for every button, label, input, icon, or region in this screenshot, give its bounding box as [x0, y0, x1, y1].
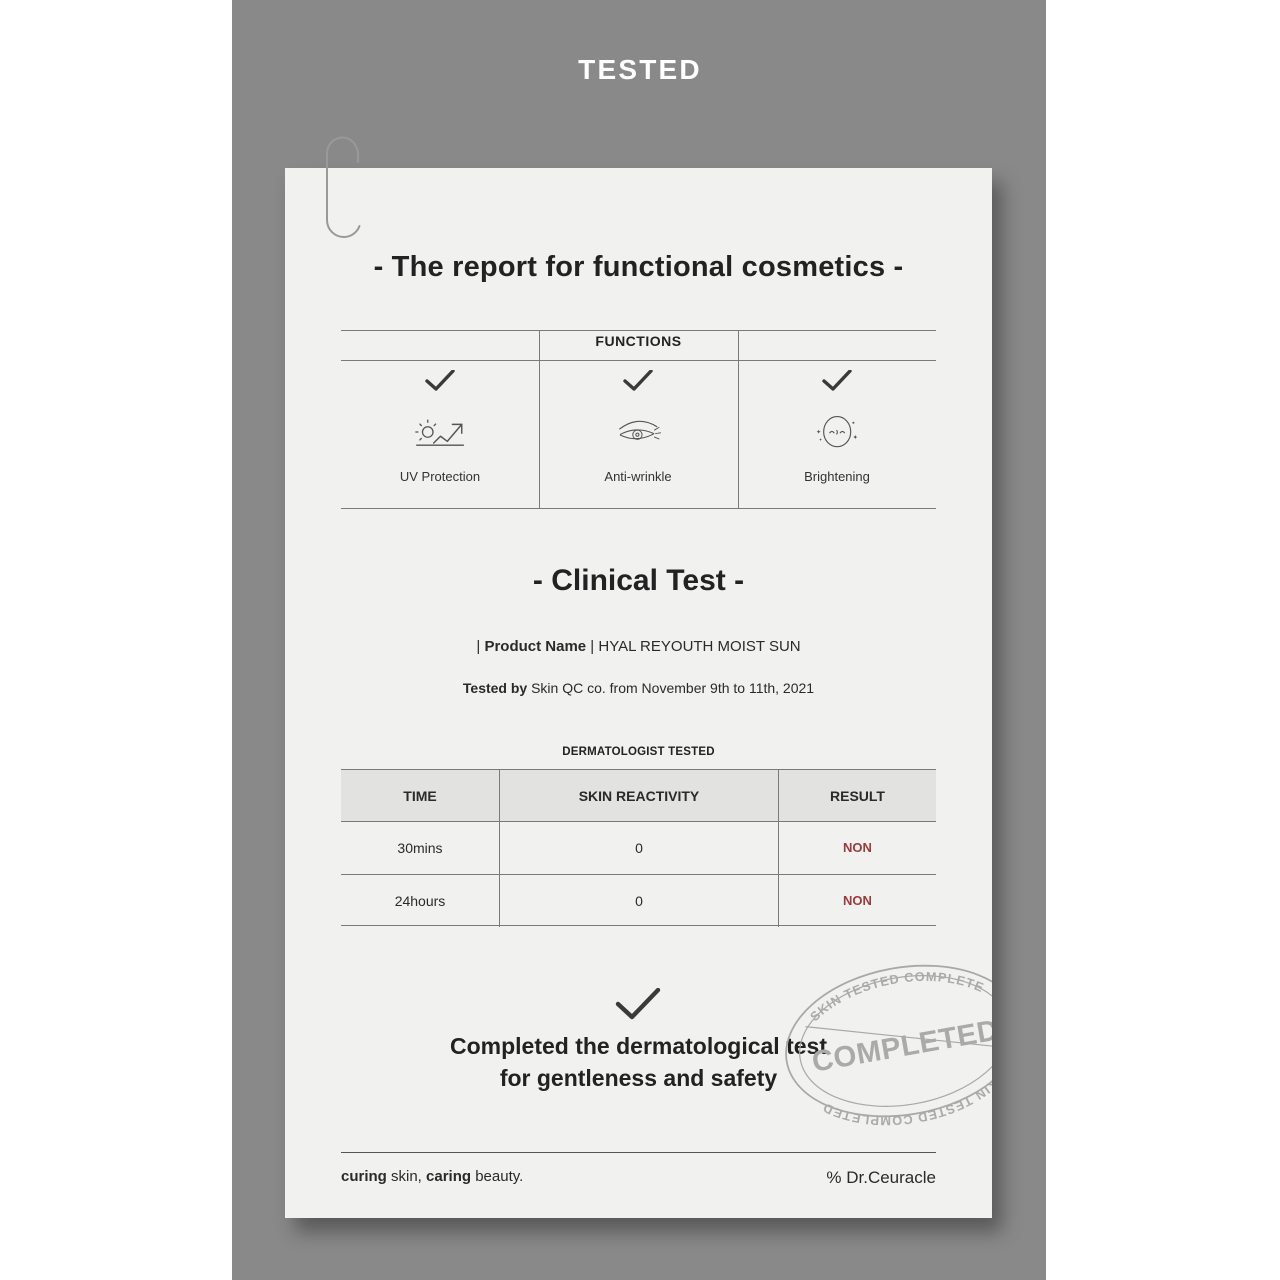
svg-text:COMPLETED: COMPLETED — [810, 1013, 992, 1078]
